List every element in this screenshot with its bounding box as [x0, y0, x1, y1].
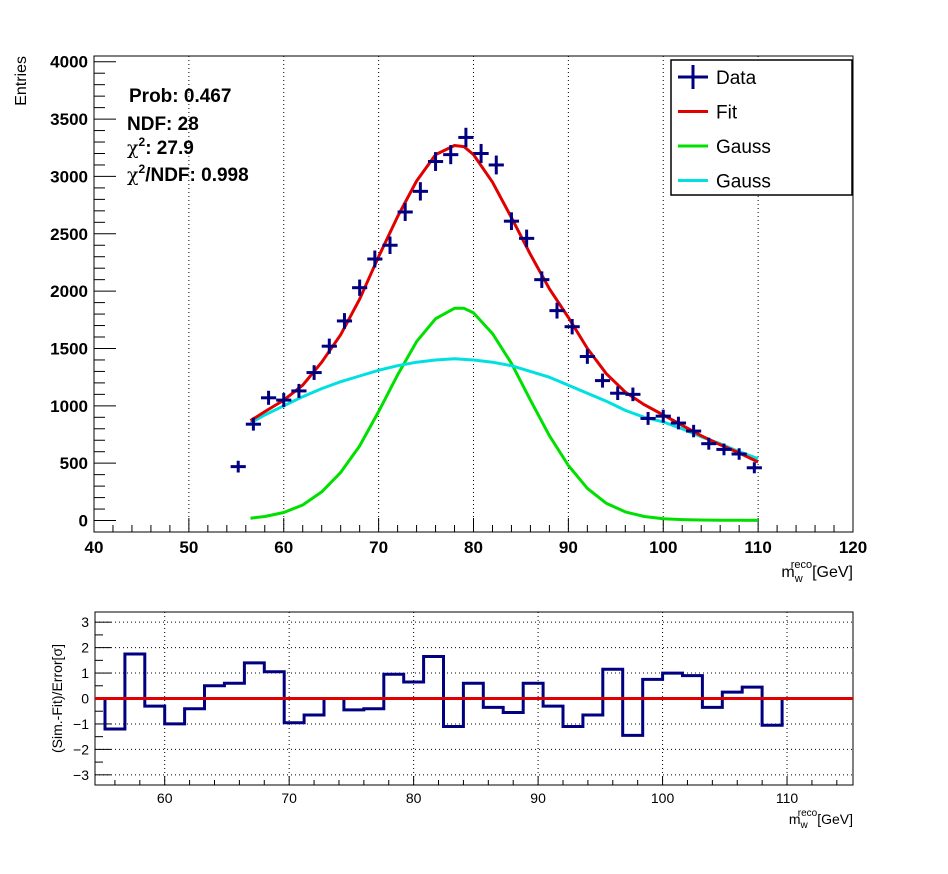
- data-point: [655, 409, 671, 423]
- data-point: [610, 386, 626, 400]
- y-tick-label: 2000: [50, 282, 88, 301]
- gauss-wide-curve: [249, 357, 759, 461]
- data-point: [382, 236, 398, 254]
- data-point: [564, 318, 580, 335]
- data-point: [306, 365, 322, 380]
- legend-item: Gauss: [678, 137, 771, 158]
- data-point: [731, 448, 747, 460]
- main-panel: 40 50 60 70 80 90 100 110 120 0 500 1000 1500 2000 250…: [13, 53, 867, 585]
- stat-chi2: χ2: 27.9: [127, 135, 194, 159]
- data-point: [397, 203, 413, 221]
- x-tick-label: 100: [649, 538, 677, 557]
- x-tick-label: 40: [85, 538, 104, 557]
- data-point: [670, 416, 687, 430]
- y-tick-label: 3500: [50, 110, 88, 129]
- x-tick-label: 80: [406, 790, 422, 806]
- x-axis-title: mwreco[GeV]: [789, 808, 853, 831]
- x-tick-label: 80: [464, 538, 483, 557]
- residual-panel: 60 70 80 90 100 110 −3 −2 −1 0 1 2 3 mwreco[GeV] (Sim.…: [49, 611, 854, 831]
- data-point: [579, 349, 595, 364]
- data-point: [701, 437, 717, 450]
- y-tick-label: 3000: [50, 167, 88, 186]
- x-tick-label: 70: [369, 538, 388, 557]
- data-point: [245, 417, 261, 431]
- data-point: [519, 229, 535, 248]
- fit-curve: [249, 144, 759, 464]
- x-tick-label: 60: [157, 790, 173, 806]
- residual-step-line: [103, 652, 784, 737]
- legend-item: Fit: [678, 103, 738, 124]
- legend-label: Fit: [716, 103, 738, 124]
- data-point: [291, 383, 307, 398]
- stat-ndf: NDF: 28: [127, 114, 199, 135]
- data-point: [276, 393, 292, 408]
- data-point: [443, 145, 459, 165]
- data-point: [640, 412, 656, 425]
- legend-label: Data: [716, 68, 757, 89]
- data-point: [716, 443, 732, 456]
- x-tick-label: 60: [274, 538, 293, 557]
- data-point: [503, 212, 520, 231]
- data-point: [260, 390, 277, 405]
- y-tick-label: −2: [73, 741, 89, 757]
- legend-label: Gauss: [716, 137, 771, 158]
- x-tick-label: 70: [281, 790, 297, 806]
- y-tick-label: 4000: [50, 53, 88, 72]
- data-point: [534, 271, 550, 288]
- data-point: [549, 302, 565, 319]
- x-tick-label: 90: [559, 538, 578, 557]
- data-point: [352, 279, 368, 296]
- data-point: [488, 155, 504, 175]
- y-tick-label: 2: [81, 640, 89, 656]
- y-tick-label: 3: [81, 614, 89, 630]
- legend: Data Fit Gauss Gauss: [670, 59, 853, 196]
- x-tick-label: 110: [744, 538, 771, 557]
- data-point: [594, 373, 611, 388]
- stat-prob: Prob: 0.467: [129, 86, 231, 107]
- x-tick-label: 120: [839, 538, 867, 557]
- y-tick-label: 0: [79, 512, 88, 531]
- y-tick-label: −1: [73, 716, 89, 732]
- data-point: [321, 338, 337, 354]
- x-axis-title: mwreco[GeV]: [781, 559, 853, 585]
- data-point: [473, 143, 489, 164]
- legend-box: [670, 59, 853, 196]
- y-tick-label: 0: [81, 691, 89, 707]
- data-point: [458, 127, 474, 148]
- gauss-narrow-curve: [250, 306, 759, 522]
- data-point: [625, 387, 641, 402]
- x-tick-label: 110: [776, 790, 799, 806]
- data-point: [412, 182, 428, 201]
- data-point: [746, 462, 762, 474]
- data-point: [427, 152, 444, 171]
- data-point: [686, 424, 702, 438]
- data-point: [336, 313, 353, 329]
- data-point: [367, 250, 383, 268]
- x-tick-label: 100: [651, 790, 675, 806]
- x-tick-label: 50: [179, 538, 198, 557]
- y-axis-title: Entries: [13, 56, 30, 106]
- y-tick-label: 2500: [50, 225, 88, 244]
- y-tick-label: −3: [73, 767, 89, 783]
- y-tick-label: 500: [60, 454, 88, 473]
- legend-item: Gauss: [678, 172, 771, 193]
- legend-label: Gauss: [716, 172, 771, 193]
- x-tick-label: 90: [530, 790, 546, 806]
- y-tick-label: 1500: [50, 339, 88, 358]
- y-axis-title: (Sim.-Fit)/Error[σ]: [49, 644, 65, 753]
- legend-item: Data: [678, 65, 757, 89]
- y-tick-label: 1: [81, 665, 89, 681]
- y-tick-label: 1000: [50, 397, 88, 416]
- stat-chi2-ndf: χ2/NDF: 0.998: [127, 162, 249, 186]
- data-point: [230, 460, 246, 473]
